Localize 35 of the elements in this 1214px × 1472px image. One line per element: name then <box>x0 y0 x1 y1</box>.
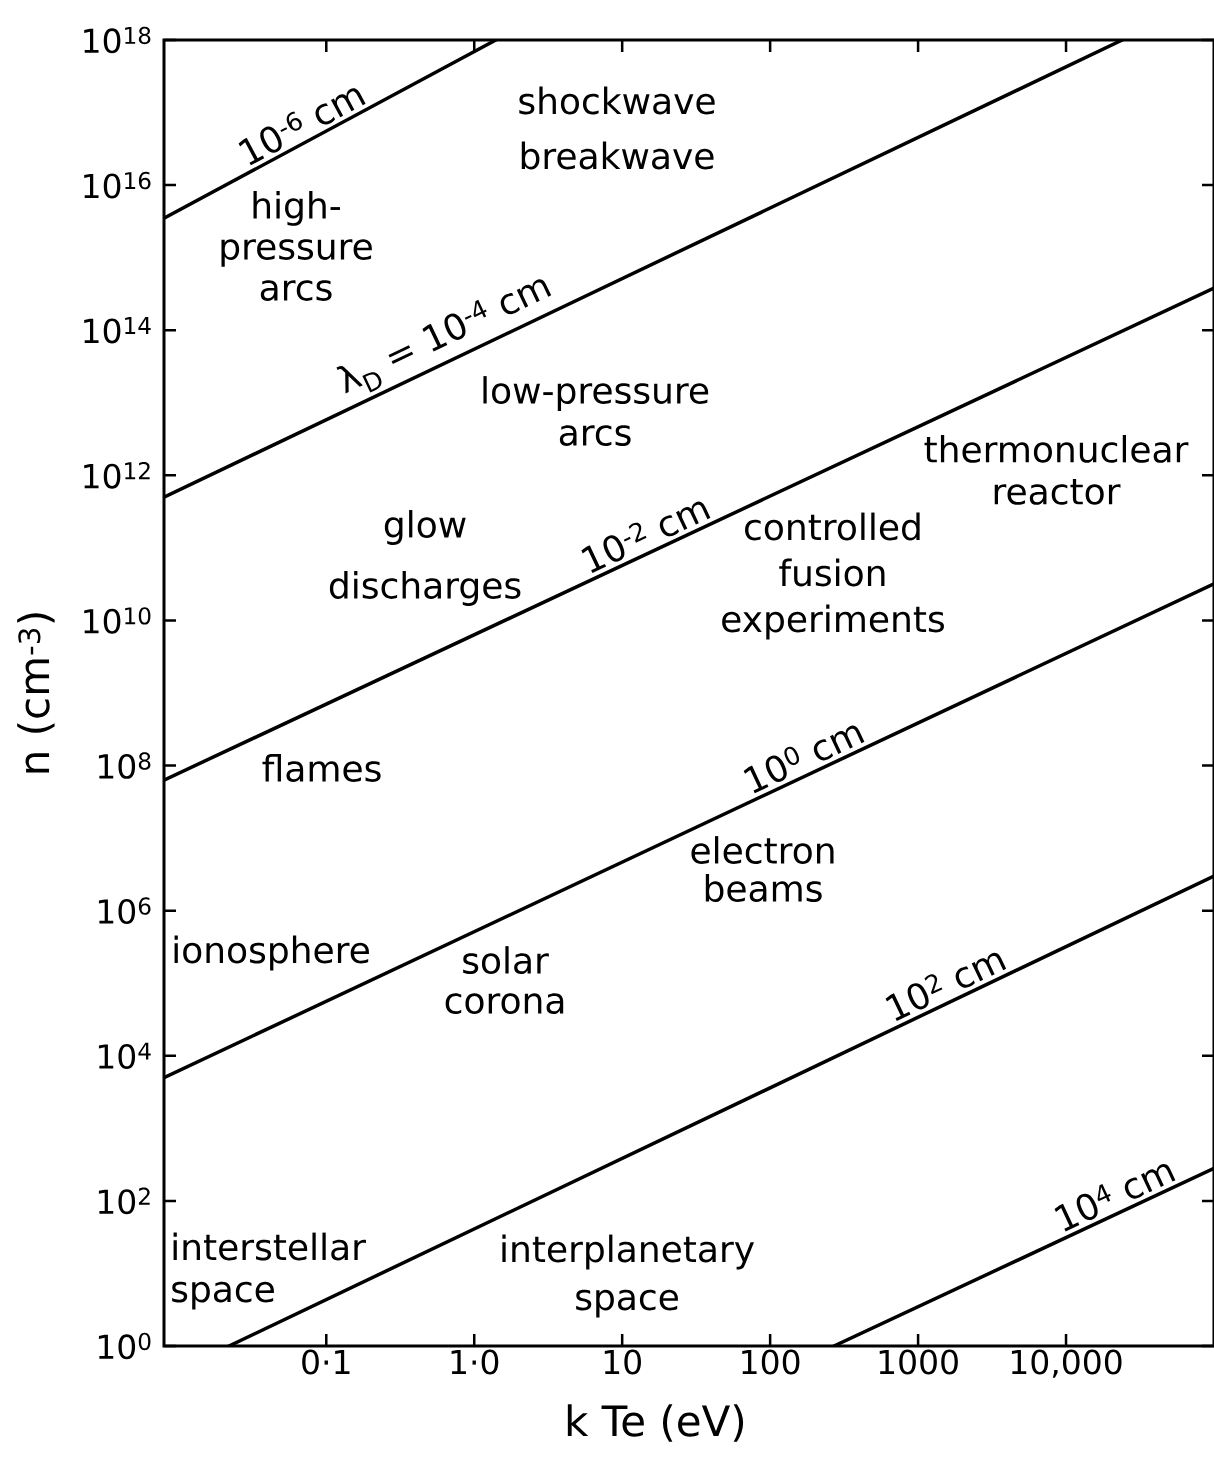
y-tick-label: 10$^{12}$ <box>84 462 150 489</box>
annotation: 10$^{4}$ cm <box>1054 1163 1176 1232</box>
x-tick-label: 10,000 <box>1011 1349 1122 1378</box>
annotation: ionosphere <box>174 935 369 971</box>
annotation: low-pressure arcs <box>483 376 709 446</box>
annotation: controlled fusion experiments <box>722 512 944 640</box>
annotation: thermonuclear reactor <box>924 434 1189 505</box>
y-tick-label: 10$^{8}$ <box>98 752 151 779</box>
annotation: 10$^{-6}$ cm <box>238 88 366 166</box>
y-tick-label: 10$^{16}$ <box>84 171 151 199</box>
annotation: solar corona <box>445 946 564 1014</box>
annotation: interplanetary space <box>502 1234 754 1318</box>
y-axis-title: n (cm$^{-3}$) <box>17 613 55 773</box>
annotation: shockwave breakwave <box>519 86 715 170</box>
x-tick-label: 0·1 <box>302 1349 350 1375</box>
y-tick-label: 10$^{2}$ <box>98 1187 150 1215</box>
x-tick-label: 100 <box>742 1349 800 1375</box>
x-tick-label: 1·0 <box>451 1349 499 1375</box>
y-tick-label: 10$^{4}$ <box>98 1042 151 1069</box>
annotation: 10$^{-2}$ cm <box>581 501 711 574</box>
y-tick-label: 10$^{18}$ <box>84 26 151 54</box>
y-tick-label: 10$^{0}$ <box>98 1332 151 1360</box>
x-axis-title: k Te (eV) <box>567 1404 744 1442</box>
x-tick-label: 1000 <box>879 1349 958 1375</box>
annotation: interstellar space <box>172 1232 366 1310</box>
y-tick-label: 10$^{14}$ <box>84 317 151 344</box>
annotation: glow discharges <box>329 510 521 606</box>
annotation: 10$^{0}$ cm <box>743 725 865 794</box>
y-tick-label: 10$^{6}$ <box>98 897 151 924</box>
x-tick-label: 10 <box>604 1349 641 1375</box>
annotation: 10$^{2}$ cm <box>885 952 1007 1022</box>
y-tick-label: 10$^{10}$ <box>84 607 151 634</box>
annotation: electron beams <box>691 836 834 902</box>
annotation: flames <box>262 754 381 782</box>
annotation: high-pressure arcs <box>221 191 372 301</box>
